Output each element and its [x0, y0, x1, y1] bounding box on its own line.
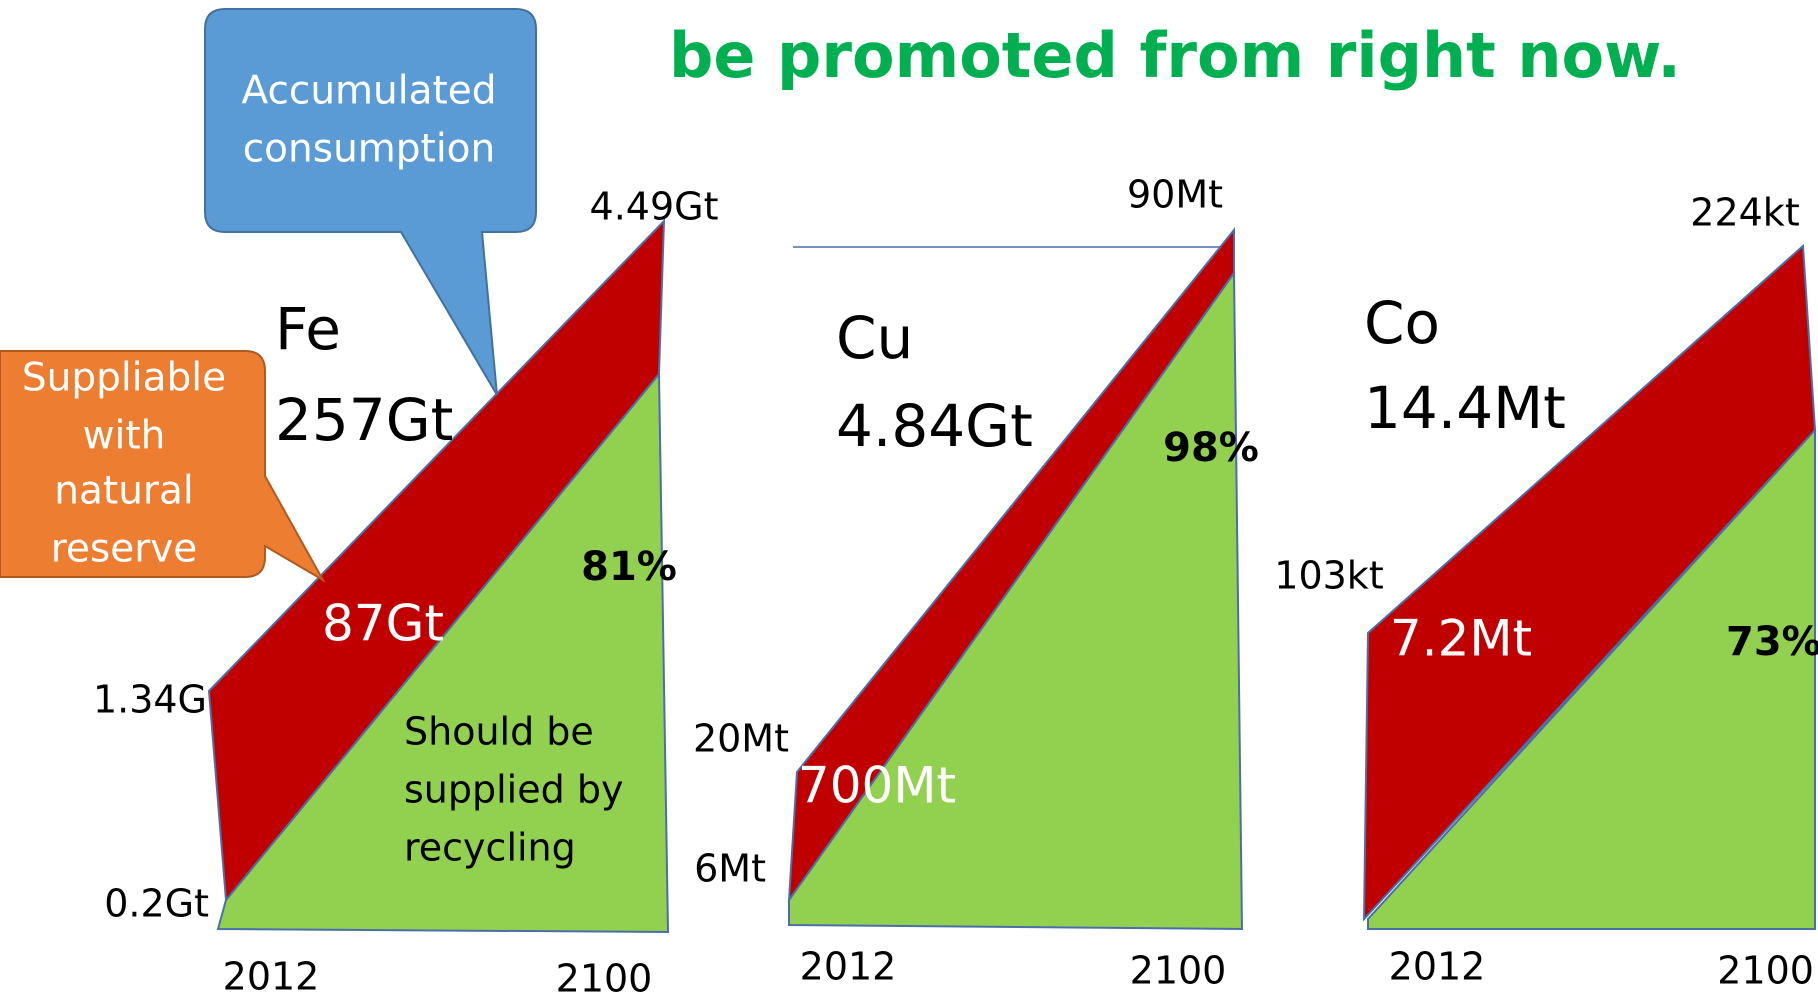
note: supplied by [404, 768, 623, 812]
year: 2100 [1130, 949, 1227, 993]
percent: 81% [581, 544, 677, 590]
total: 257Gt [275, 386, 453, 454]
year: 2100 [556, 957, 653, 1000]
end-top: 4.49Gt [590, 185, 719, 229]
element: Cu [836, 304, 913, 372]
year: 2012 [800, 945, 897, 989]
start-top: 20Mt [693, 717, 789, 761]
end-top: 90Mt [1127, 173, 1223, 217]
year: 2012 [1389, 945, 1486, 989]
note: recycling [404, 826, 576, 870]
start-top: 103kt [1274, 554, 1383, 598]
year: 2100 [1717, 949, 1814, 993]
element: Co [1364, 289, 1440, 357]
callout-text: natural [54, 469, 193, 514]
callout-text: Accumulated [241, 69, 496, 114]
start-top: 1.34G [93, 678, 207, 722]
red-label: 700Mt [798, 757, 956, 815]
callout-text: with [83, 414, 166, 459]
title: be promoted from right now. [669, 19, 1681, 92]
callout-text: consumption [243, 127, 496, 172]
natural-area [207, 218, 666, 903]
percent: 73% [1726, 619, 1818, 665]
element: Fe [275, 295, 341, 363]
natural-area [787, 227, 1235, 904]
callout-natural [0, 350, 326, 583]
start-bottom: 6Mt [694, 847, 766, 891]
end-top: 224kt [1690, 191, 1799, 235]
start-bottom: 0.2Gt [104, 882, 209, 926]
callout-text: Suppliable [22, 356, 226, 401]
callout-accumulated [204, 8, 537, 396]
red-label: 87Gt [322, 595, 444, 653]
note: Should be [404, 710, 594, 754]
percent: 98% [1163, 425, 1259, 471]
total: 14.4Mt [1364, 374, 1566, 442]
red-label: 7.2Mt [1390, 610, 1532, 668]
callout-text: reserve [51, 527, 198, 572]
natural-area [1362, 243, 1817, 922]
year: 2012 [223, 955, 320, 999]
total: 4.84Gt [836, 392, 1033, 460]
